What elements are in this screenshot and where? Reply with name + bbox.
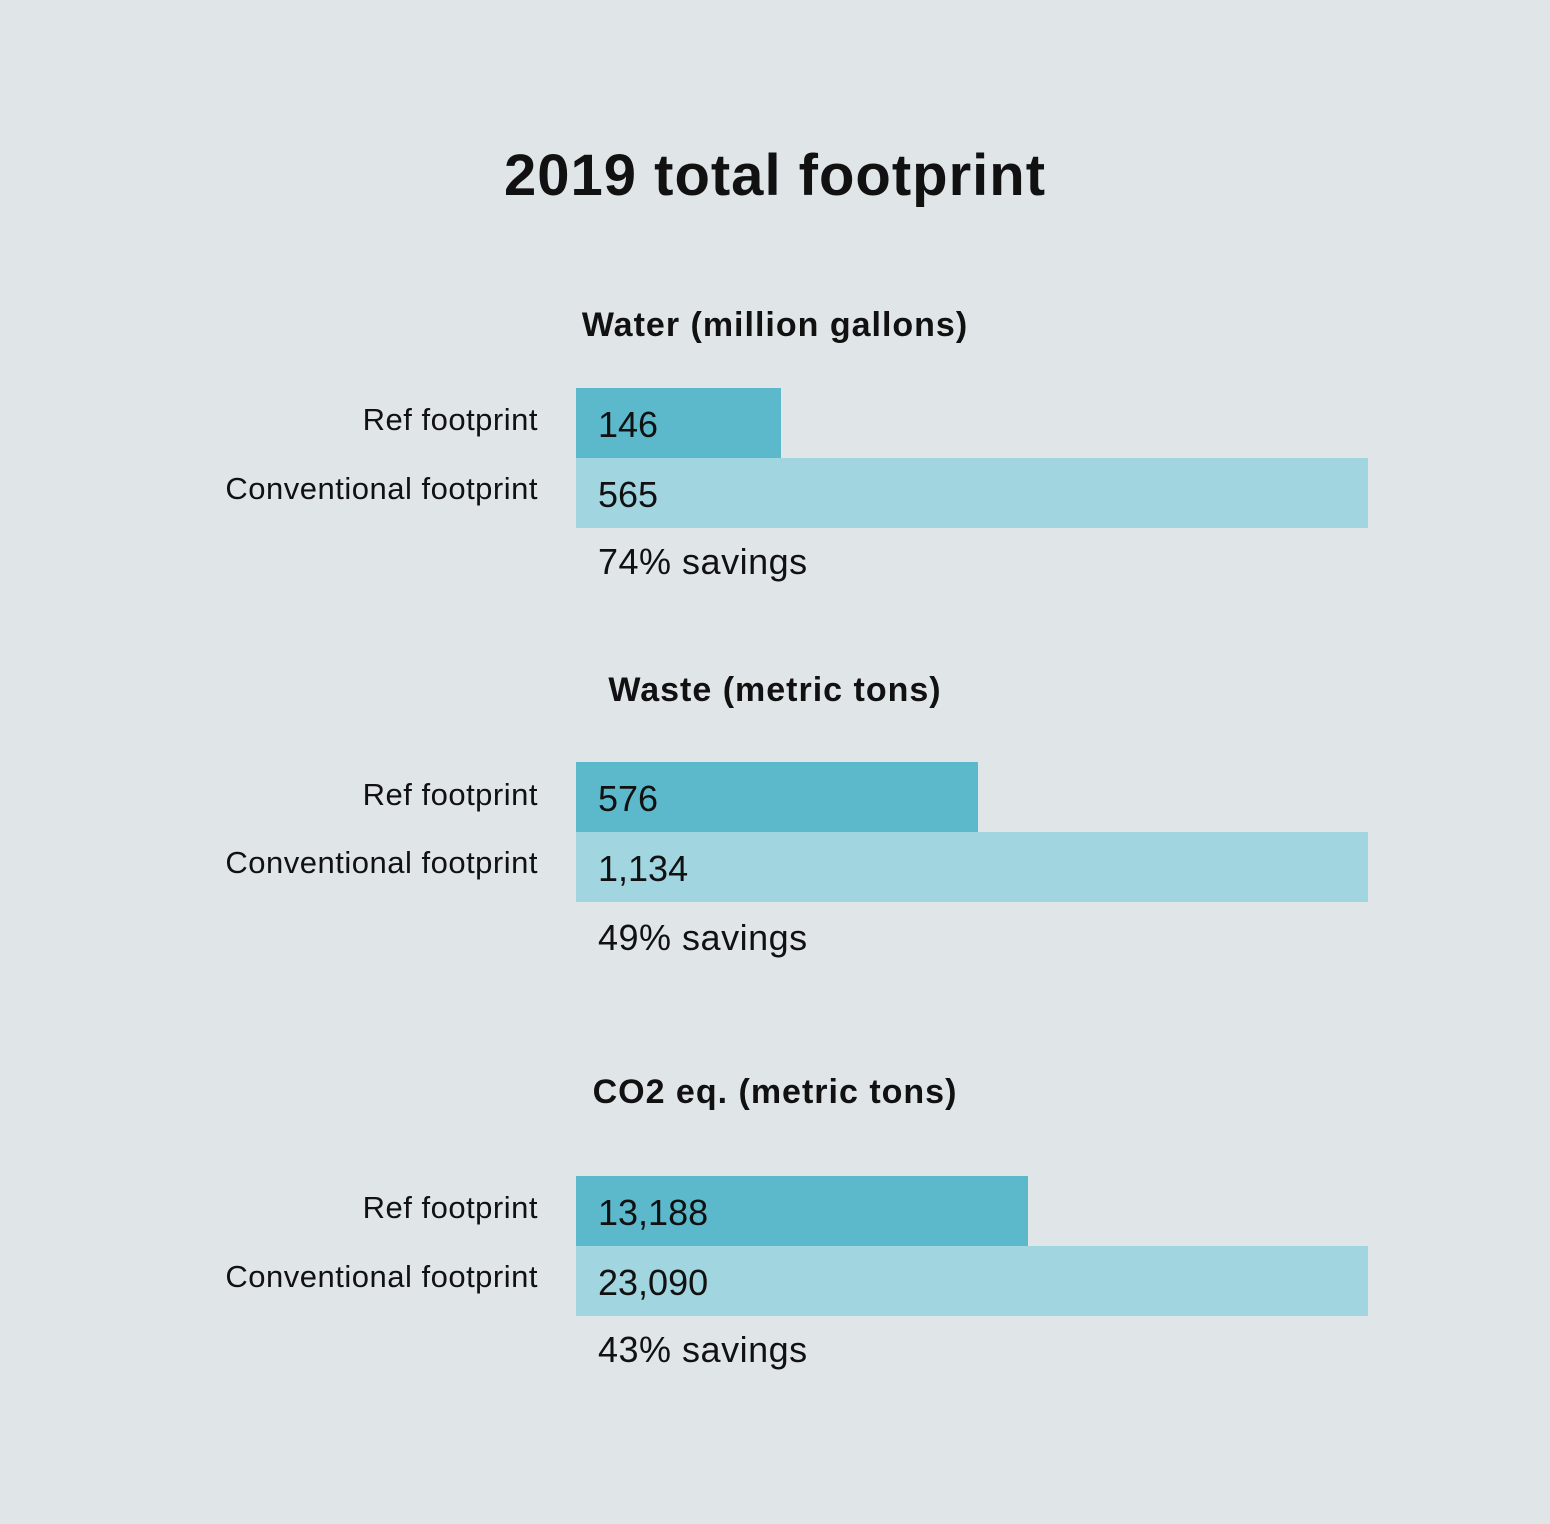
co2-conventional-bar: 23,090 — [576, 1246, 1368, 1316]
water-conventional-value: 565 — [598, 474, 659, 515]
waste-ref-bar: 576 — [576, 762, 978, 832]
co2-savings: 43% savings — [598, 1329, 808, 1370]
waste-ref-label: Ref footprint — [362, 777, 538, 812]
waste-conventional-bar: 1,134 — [576, 832, 1368, 902]
chart-title: 2019 total footprint — [503, 143, 1047, 208]
co2-ref-label: Ref footprint — [362, 1190, 538, 1225]
co2-ref-bar: 13,188 — [576, 1176, 1028, 1246]
waste-conventional-value: 1,134 — [598, 848, 689, 889]
water-ref-bar: 146 — [576, 388, 781, 458]
water-ref-value: 146 — [598, 404, 659, 445]
water-conventional-label: Conventional footprint — [225, 471, 538, 506]
co2-conventional-label: Conventional footprint — [225, 1259, 538, 1294]
co2-panel-title: CO2 eq. (metric tons) — [592, 1073, 958, 1111]
co2-ref-value: 13,188 — [598, 1192, 709, 1233]
water-conventional-bar: 565 — [576, 458, 1368, 528]
waste-conventional-label: Conventional footprint — [225, 845, 538, 880]
waste-savings: 49% savings — [598, 917, 808, 958]
co2-conventional-value: 23,090 — [598, 1262, 709, 1303]
water-panel-title: Water (million gallons) — [581, 306, 969, 344]
water-savings: 74% savings — [598, 541, 808, 582]
waste-ref-value: 576 — [598, 778, 659, 819]
water-ref-label: Ref footprint — [362, 402, 538, 437]
waste-panel-title: Waste (metric tons) — [608, 671, 942, 709]
